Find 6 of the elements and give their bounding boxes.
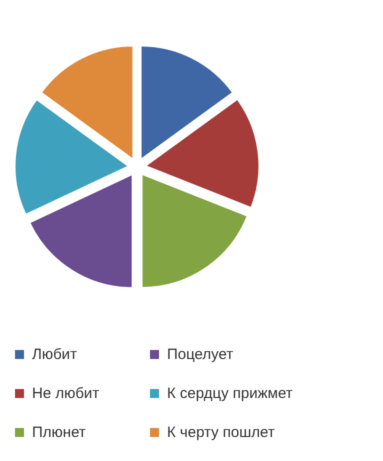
legend-label: Плюнет	[32, 424, 86, 441]
legend-label: Поцелует	[167, 346, 234, 363]
legend-label: К сердцу прижмет	[167, 384, 293, 402]
legend-label: К черту пошлет	[167, 424, 275, 441]
legend-label: Любит	[32, 346, 78, 363]
legend-label: Не любит	[32, 384, 100, 402]
